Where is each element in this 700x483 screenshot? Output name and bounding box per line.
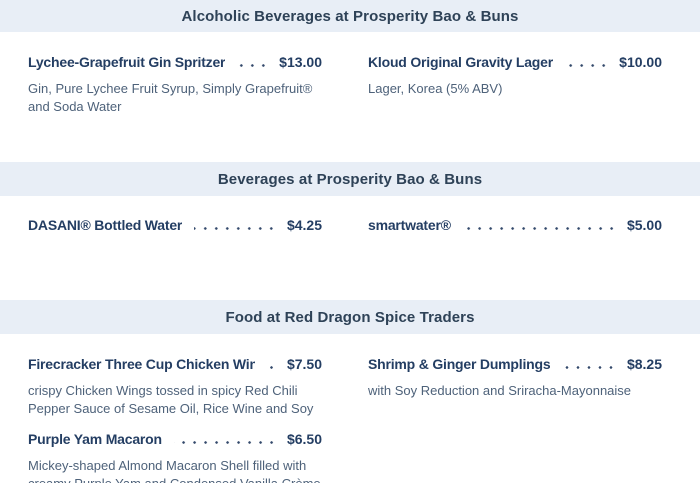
- item-name: Lychee-Grapefruit Gin Spritzer: [28, 54, 226, 70]
- item-description: Lager, Korea (5% ABV): [368, 81, 503, 96]
- item-name: Shrimp & Ginger Dumplings: [368, 356, 551, 372]
- item-price: $7.50: [286, 356, 322, 372]
- dot-leader: [565, 64, 610, 67]
- menu-column-right: Shrimp & Ginger Dumplings $8.25 with Soy…: [368, 356, 662, 483]
- section-heading: Beverages at Prosperity Bao & Buns: [217, 170, 483, 188]
- item-price: $13.00: [279, 54, 322, 70]
- item-description: crispy Chicken Wings tossed in spicy Red…: [28, 383, 314, 416]
- menu-column-left: Firecracker Three Cup Chicken Wings $7.5…: [28, 356, 322, 483]
- menu-column-left: Lychee-Grapefruit Gin Spritzer $13.00 Gi…: [28, 54, 322, 129]
- dot-leader: [237, 64, 270, 67]
- menu-item-shrimp-ginger-dumplings: Shrimp & Ginger Dumplings $8.25 with Soy…: [368, 356, 662, 400]
- menu-column-left: DASANI® Bottled Water $4.25: [28, 217, 322, 247]
- item-description: Gin, Pure Lychee Fruit Syrup, Simply Gra…: [28, 81, 313, 114]
- section-header-alcoholic-beverages: Alcoholic Beverages at Prosperity Bao & …: [0, 0, 700, 32]
- section-content-food: Firecracker Three Cup Chicken Wings $7.5…: [0, 334, 700, 483]
- section-content-alcoholic-beverages: Lychee-Grapefruit Gin Spritzer $13.00 Gi…: [0, 32, 700, 129]
- item-price: $4.25: [286, 217, 322, 233]
- section-heading: Food at Red Dragon Spice Traders: [225, 308, 475, 326]
- item-name: Purple Yam Macaron: [28, 431, 162, 447]
- menu-item-smartwater: smartwater® $5.00: [368, 217, 662, 234]
- section-content-beverages: DASANI® Bottled Water $4.25 smartwater® …: [0, 196, 700, 247]
- section-heading: Alcoholic Beverages at Prosperity Bao & …: [181, 7, 519, 25]
- item-price: $8.25: [626, 356, 662, 372]
- dot-leader: [462, 227, 617, 230]
- menu-item-firecracker-three-cup-chicken-wings: Firecracker Three Cup Chicken Wings $7.5…: [28, 356, 322, 418]
- item-name: smartwater®: [368, 217, 451, 233]
- dot-leader: [266, 366, 277, 369]
- menu-column-right: Kloud Original Gravity Lager $10.00 Lage…: [368, 54, 662, 129]
- dot-leader: [194, 227, 277, 230]
- dot-leader: [562, 366, 617, 369]
- item-price: $6.50: [286, 431, 322, 447]
- menu-item-kloud-original-gravity-lager: Kloud Original Gravity Lager $10.00 Lage…: [368, 54, 662, 98]
- menu-item-purple-yam-macaron: Purple Yam Macaron $6.50 Mickey-shaped A…: [28, 431, 322, 483]
- menu-column-right: smartwater® $5.00: [368, 217, 662, 247]
- menu-item-dasani-bottled-water: DASANI® Bottled Water $4.25: [28, 217, 322, 234]
- dot-leader: [173, 441, 277, 444]
- item-price: $5.00: [626, 217, 662, 233]
- item-name: DASANI® Bottled Water: [28, 217, 183, 233]
- menu-item-lychee-grapefruit-gin-spritzer: Lychee-Grapefruit Gin Spritzer $13.00 Gi…: [28, 54, 322, 116]
- item-description: Mickey-shaped Almond Macaron Shell fille…: [28, 458, 321, 483]
- item-name: Firecracker Three Cup Chicken Wings: [28, 356, 255, 372]
- section-header-food: Food at Red Dragon Spice Traders: [0, 300, 700, 334]
- item-name: Kloud Original Gravity Lager: [368, 54, 553, 70]
- item-description: with Soy Reduction and Sriracha-Mayonnai…: [368, 383, 632, 398]
- section-header-beverages: Beverages at Prosperity Bao & Buns: [0, 162, 700, 196]
- item-price: $10.00: [619, 54, 662, 70]
